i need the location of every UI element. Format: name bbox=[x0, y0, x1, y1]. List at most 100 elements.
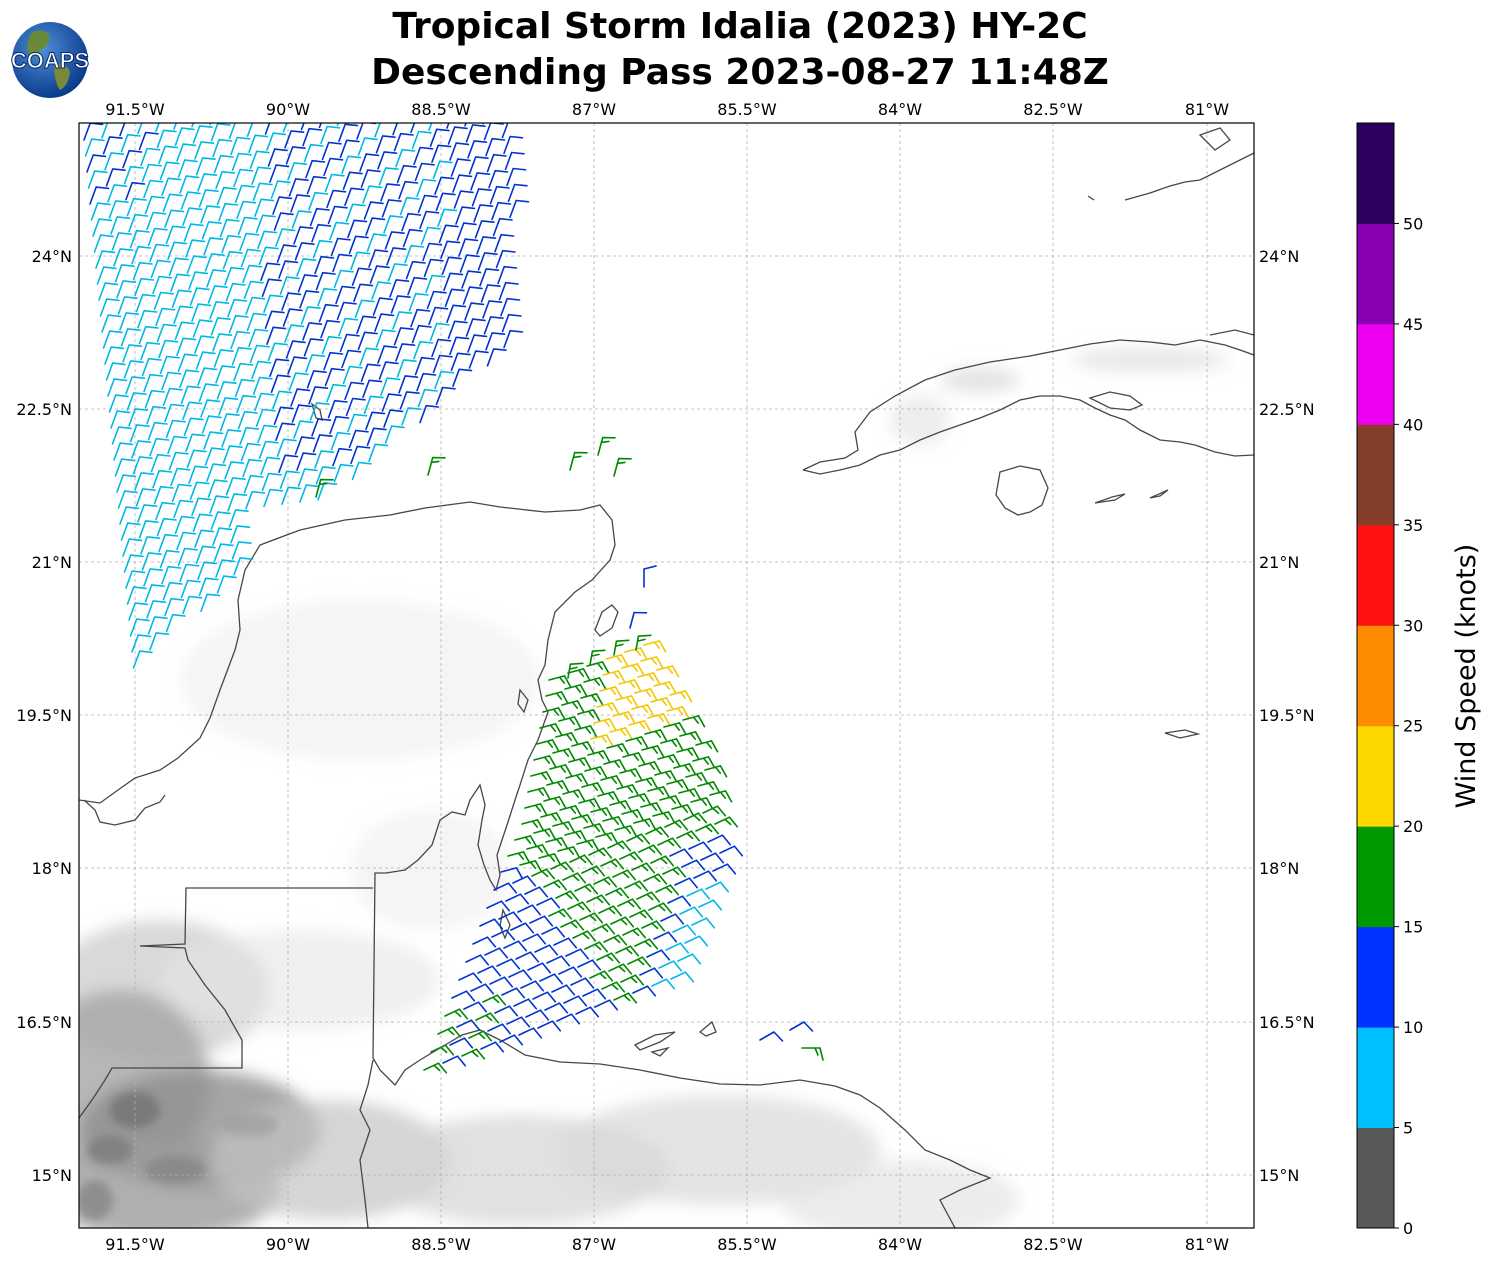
wind-barb bbox=[303, 143, 324, 163]
wind-barb bbox=[285, 340, 306, 359]
wind-barb bbox=[288, 372, 309, 391]
wind-barb bbox=[537, 1020, 562, 1032]
wind-barb bbox=[336, 92, 355, 109]
wind-barbs bbox=[83, 84, 824, 1074]
wind-barb bbox=[628, 720, 652, 733]
wind-barb bbox=[704, 765, 728, 778]
wind-barb bbox=[233, 168, 254, 188]
wind-barb bbox=[294, 242, 315, 261]
wind-barb bbox=[344, 187, 365, 206]
wind-barb bbox=[459, 254, 480, 273]
wind-barb bbox=[362, 379, 383, 398]
wind-barb bbox=[557, 846, 581, 859]
wind-barb bbox=[207, 479, 228, 498]
wind-barb bbox=[437, 208, 458, 227]
colorbar-segment bbox=[1357, 1027, 1394, 1129]
wind-barb bbox=[395, 343, 416, 362]
wind-barb bbox=[333, 269, 354, 289]
wind-barb bbox=[378, 361, 399, 380]
wind-barb bbox=[312, 239, 333, 259]
wind-barb bbox=[503, 329, 524, 349]
wind-barb bbox=[506, 1016, 531, 1028]
lon-tick-label-bottom: 82.5°W bbox=[1023, 1235, 1083, 1254]
wind-barb bbox=[429, 322, 450, 342]
wind-barb bbox=[320, 125, 341, 145]
wind-barb bbox=[543, 796, 567, 809]
wind-barb bbox=[465, 318, 486, 337]
lat-tick-label-left: 15°N bbox=[32, 1166, 72, 1185]
wind-barb bbox=[610, 916, 635, 928]
wind-barb bbox=[278, 260, 299, 279]
wind-barb bbox=[384, 231, 405, 250]
wind-barb bbox=[714, 816, 739, 828]
wind-barb bbox=[648, 902, 673, 914]
wind-barb bbox=[510, 922, 535, 934]
wind-barb bbox=[447, 320, 468, 339]
wind-barb bbox=[640, 802, 664, 815]
wind-barb bbox=[374, 123, 381, 138]
wind-barb bbox=[503, 940, 528, 952]
wind-barb bbox=[408, 84, 427, 101]
wind-barb bbox=[215, 170, 236, 190]
wind-barb bbox=[125, 181, 146, 201]
wind-barb bbox=[479, 268, 500, 287]
wind-barb bbox=[338, 123, 359, 142]
wind-barb bbox=[126, 197, 147, 217]
wind-barb bbox=[664, 819, 689, 831]
wind-barb bbox=[398, 180, 419, 200]
colorbar-tick-label: 25 bbox=[1403, 717, 1423, 736]
wind-barb bbox=[320, 319, 341, 339]
wind-barb bbox=[203, 237, 224, 256]
globe-logo-icon: COAPS bbox=[10, 22, 90, 98]
wind-barb bbox=[485, 137, 506, 157]
wind-barb bbox=[189, 481, 210, 500]
wind-barb bbox=[705, 881, 730, 893]
wind-barb bbox=[620, 974, 645, 986]
wind-barb bbox=[374, 104, 393, 121]
wind-barb bbox=[294, 436, 315, 455]
wind-barb bbox=[342, 365, 363, 385]
wind-barb bbox=[497, 265, 518, 285]
wind-barb bbox=[290, 194, 311, 213]
wind-barb bbox=[613, 992, 638, 1004]
wind-barb bbox=[629, 611, 648, 629]
wind-barb bbox=[155, 307, 176, 327]
wind-barb bbox=[670, 971, 695, 983]
wind-barb bbox=[270, 374, 291, 393]
wind-barb bbox=[213, 154, 234, 174]
wind-barb bbox=[525, 1009, 550, 1021]
wind-barb bbox=[258, 440, 279, 460]
wind-barb bbox=[254, 198, 275, 217]
wind-barb bbox=[159, 355, 180, 375]
wind-barb bbox=[419, 404, 440, 424]
wind-barb bbox=[230, 136, 251, 156]
wind-barb bbox=[140, 341, 161, 361]
wind-barb bbox=[650, 855, 675, 867]
wind-barb bbox=[303, 338, 324, 357]
colorbar-tick-label: 5 bbox=[1403, 1119, 1413, 1138]
wind-barb bbox=[308, 191, 329, 211]
wind-barb bbox=[201, 221, 222, 240]
wind-barb bbox=[197, 561, 218, 580]
wind-barb bbox=[482, 91, 501, 108]
wind-barb bbox=[576, 839, 600, 852]
wind-barb bbox=[411, 130, 432, 150]
wind-barb bbox=[315, 478, 334, 498]
wind-barb bbox=[691, 917, 716, 929]
wind-barb bbox=[638, 844, 663, 856]
wind-barb bbox=[533, 755, 557, 768]
wind-barb bbox=[126, 392, 147, 411]
lat-tick-label-left: 24°N bbox=[32, 247, 72, 266]
wind-barb bbox=[583, 677, 607, 690]
wind-barb bbox=[480, 1041, 505, 1053]
wind-barb bbox=[634, 938, 659, 950]
wind-barb bbox=[565, 948, 590, 960]
wind-barb bbox=[446, 304, 467, 323]
wind-barb bbox=[329, 221, 350, 241]
wind-barb bbox=[590, 734, 614, 747]
wind-barb bbox=[212, 527, 233, 546]
wind-barb bbox=[464, 302, 485, 321]
wind-barb bbox=[450, 352, 471, 371]
wind-barb bbox=[564, 684, 588, 697]
wind-barb bbox=[682, 715, 706, 728]
